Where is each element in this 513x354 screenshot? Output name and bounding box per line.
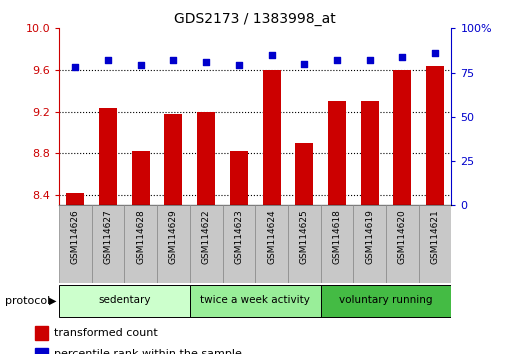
FancyBboxPatch shape: [255, 205, 288, 283]
FancyBboxPatch shape: [59, 285, 190, 317]
Text: GSM114625: GSM114625: [300, 209, 309, 264]
Point: [300, 61, 308, 67]
FancyBboxPatch shape: [353, 205, 386, 283]
Text: voluntary running: voluntary running: [339, 295, 433, 305]
Point: [169, 57, 177, 63]
Text: GSM114626: GSM114626: [71, 209, 80, 264]
Bar: [132, 151, 150, 205]
FancyBboxPatch shape: [157, 205, 190, 283]
FancyBboxPatch shape: [321, 205, 353, 283]
Point: [267, 52, 275, 58]
Text: sedentary: sedentary: [98, 295, 151, 305]
Point: [71, 64, 80, 70]
Text: GSM114622: GSM114622: [202, 209, 211, 264]
Bar: [328, 101, 346, 205]
Title: GDS2173 / 1383998_at: GDS2173 / 1383998_at: [174, 12, 336, 26]
FancyBboxPatch shape: [190, 205, 223, 283]
Bar: [263, 70, 281, 205]
FancyBboxPatch shape: [321, 285, 451, 317]
Point: [235, 63, 243, 68]
Text: GSM114618: GSM114618: [332, 209, 342, 264]
Text: GSM114620: GSM114620: [398, 209, 407, 264]
FancyBboxPatch shape: [419, 205, 451, 283]
Bar: [35, 348, 48, 354]
Point: [333, 57, 341, 63]
Bar: [230, 151, 248, 205]
Point: [104, 57, 112, 63]
FancyBboxPatch shape: [124, 205, 157, 283]
Text: GSM114619: GSM114619: [365, 209, 374, 264]
FancyBboxPatch shape: [59, 205, 92, 283]
FancyBboxPatch shape: [92, 205, 124, 283]
Text: percentile rank within the sample: percentile rank within the sample: [54, 349, 242, 354]
Bar: [197, 112, 215, 205]
FancyBboxPatch shape: [386, 205, 419, 283]
Text: GSM114621: GSM114621: [430, 209, 440, 264]
Text: twice a week activity: twice a week activity: [200, 295, 310, 305]
Bar: [295, 143, 313, 205]
Point: [136, 63, 145, 68]
Text: protocol: protocol: [5, 296, 50, 306]
Bar: [99, 108, 117, 205]
Bar: [165, 114, 183, 205]
Bar: [66, 193, 84, 205]
Text: GSM114627: GSM114627: [104, 209, 112, 264]
Bar: [426, 66, 444, 205]
Point: [366, 57, 374, 63]
Text: ▶: ▶: [49, 296, 56, 306]
FancyBboxPatch shape: [223, 205, 255, 283]
Text: GSM114628: GSM114628: [136, 209, 145, 264]
Text: GSM114629: GSM114629: [169, 209, 178, 264]
Text: GSM114624: GSM114624: [267, 209, 276, 264]
Bar: [393, 70, 411, 205]
Bar: [361, 101, 379, 205]
FancyBboxPatch shape: [190, 285, 321, 317]
Text: GSM114623: GSM114623: [234, 209, 243, 264]
Bar: [35, 326, 48, 340]
FancyBboxPatch shape: [288, 205, 321, 283]
Point: [431, 50, 439, 56]
Text: transformed count: transformed count: [54, 328, 158, 338]
Point: [398, 54, 406, 59]
Point: [202, 59, 210, 65]
